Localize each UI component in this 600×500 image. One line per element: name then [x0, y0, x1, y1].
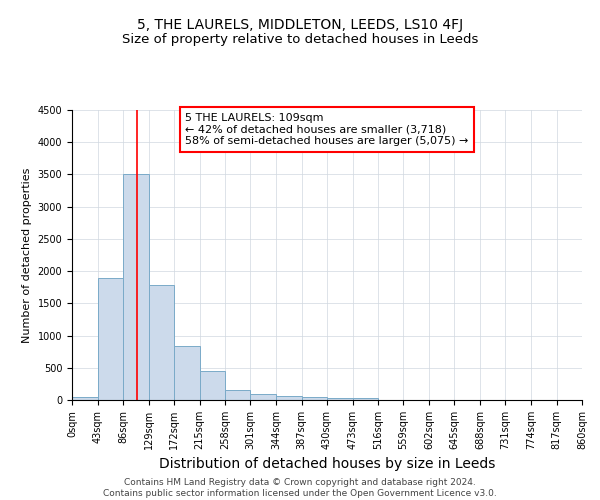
Bar	[225, 390, 251, 400]
Bar	[174, 346, 199, 400]
Bar	[149, 286, 174, 400]
X-axis label: Distribution of detached houses by size in Leeds: Distribution of detached houses by size …	[159, 458, 495, 471]
Text: Contains HM Land Registry data © Crown copyright and database right 2024.
Contai: Contains HM Land Registry data © Crown c…	[103, 478, 497, 498]
Text: 5, THE LAURELS, MIDDLETON, LEEDS, LS10 4FJ: 5, THE LAURELS, MIDDLETON, LEEDS, LS10 4…	[137, 18, 463, 32]
Y-axis label: Number of detached properties: Number of detached properties	[22, 168, 32, 342]
Bar	[327, 398, 353, 400]
Bar	[123, 174, 149, 400]
Bar	[302, 397, 327, 400]
Bar	[353, 398, 378, 400]
Bar	[251, 394, 276, 400]
Text: 5 THE LAURELS: 109sqm
← 42% of detached houses are smaller (3,718)
58% of semi-d: 5 THE LAURELS: 109sqm ← 42% of detached …	[185, 113, 469, 146]
Bar	[97, 278, 123, 400]
Text: Size of property relative to detached houses in Leeds: Size of property relative to detached ho…	[122, 32, 478, 46]
Bar	[72, 397, 97, 400]
Bar	[199, 371, 225, 400]
Bar	[276, 396, 302, 400]
